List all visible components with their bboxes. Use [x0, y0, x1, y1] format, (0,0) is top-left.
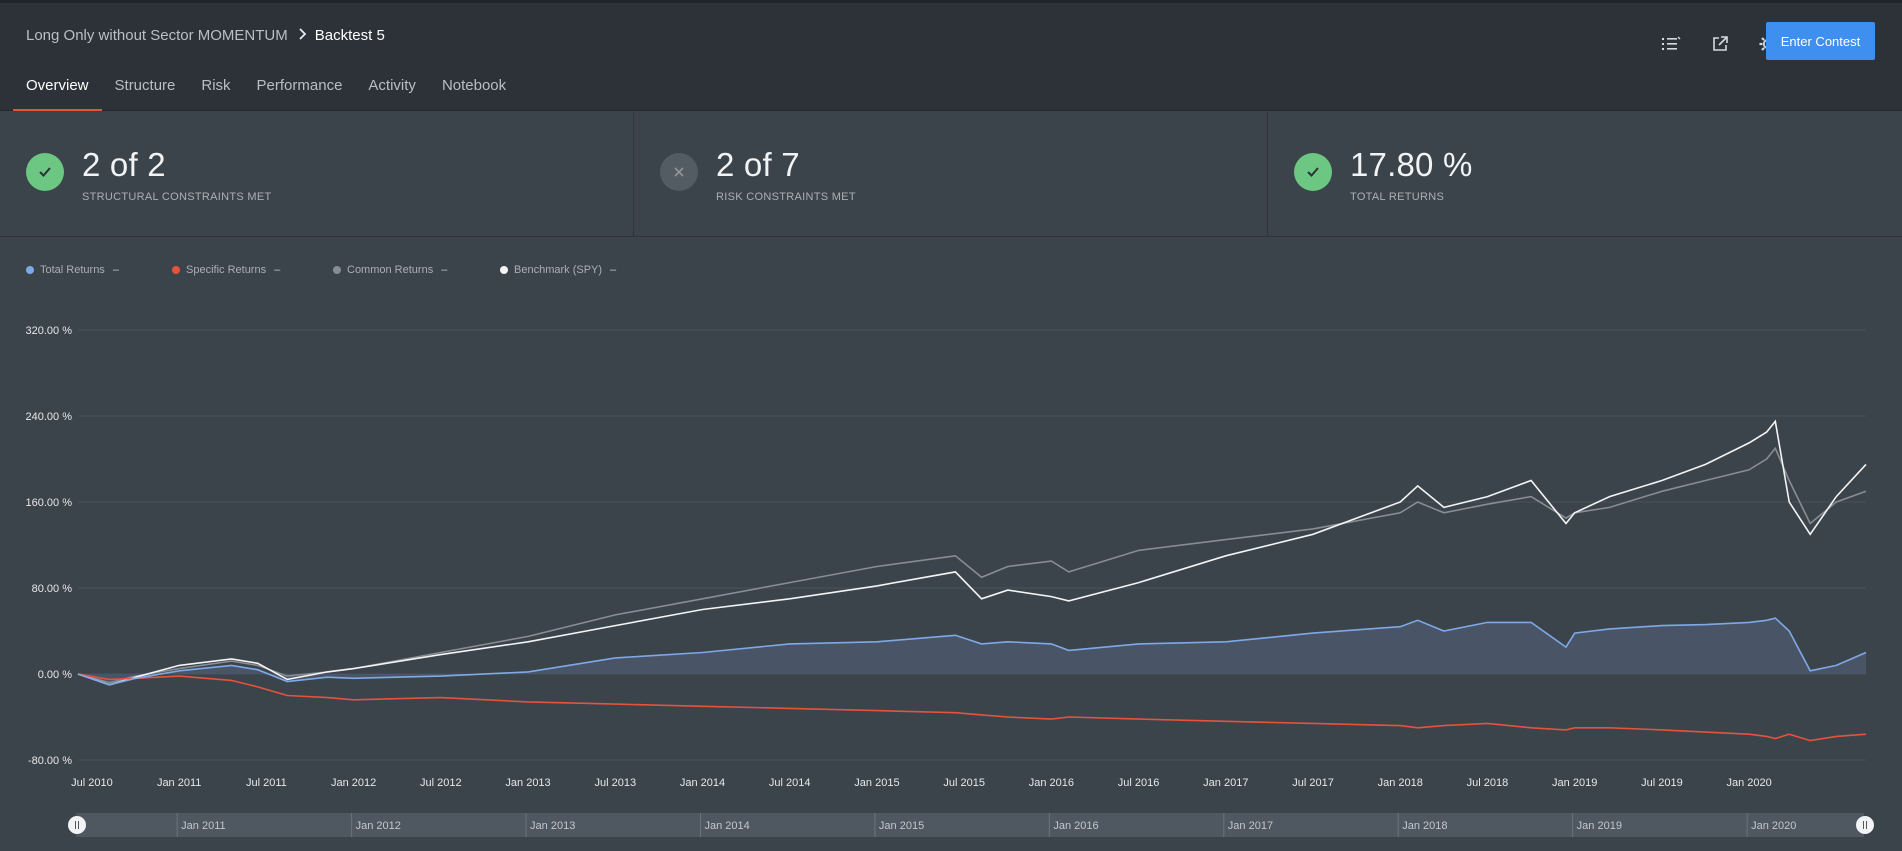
- navigator-right-handle[interactable]: [1856, 816, 1874, 834]
- tab-overview[interactable]: Overview: [13, 75, 102, 111]
- x-tick-label: Jul 2015: [943, 777, 985, 789]
- range-navigator[interactable]: Jan 2011 Jan 2012 Jan 2013 Jan 2014 Jan 2015…: [76, 813, 1864, 837]
- navigator-left-handle[interactable]: [68, 816, 86, 834]
- breadcrumb: Long Only without Sector MOMENTUM Backte…: [26, 27, 385, 44]
- legend-dot: [500, 266, 508, 274]
- x-icon: [660, 153, 698, 191]
- x-tick-label: Jan 2015: [854, 777, 899, 789]
- legend-label: Common Returns: [347, 264, 434, 276]
- navigator-label: Jan 2013: [530, 820, 575, 832]
- legend-item-benchmark[interactable]: Benchmark (SPY) –: [500, 264, 616, 276]
- navigator-label: Jan 2019: [1577, 820, 1622, 832]
- series-line-total-returns: [77, 617, 1867, 686]
- enter-contest-button[interactable]: Enter Contest: [1766, 22, 1875, 60]
- x-tick-label: Jul 2010: [71, 777, 113, 789]
- x-tick-label: Jul 2011: [246, 777, 287, 789]
- structural-constraints-card[interactable]: 2 of 2 STRUCTURAL CONSTRAINTS MET: [0, 112, 634, 237]
- navigator-label: Jan 2017: [1228, 820, 1273, 832]
- total-returns-area: [78, 618, 1866, 685]
- legend-item-common-returns[interactable]: Common Returns –: [333, 264, 500, 276]
- navigator-label: Jan 2012: [356, 820, 401, 832]
- x-tick-label: Jan 2013: [505, 777, 550, 789]
- navigator-label: Jan 2016: [1053, 820, 1098, 832]
- legend-label: Specific Returns: [186, 264, 267, 276]
- x-tick-label: Jul 2016: [1118, 777, 1160, 789]
- x-tick-label: Jul 2018: [1467, 777, 1509, 789]
- legend-value: –: [274, 264, 281, 276]
- x-tick-label: Jan 2011: [157, 777, 201, 789]
- legend-item-total-returns[interactable]: Total Returns –: [26, 264, 172, 276]
- total-returns-label: TOTAL RETURNS: [1350, 191, 1445, 203]
- navigator-label: Jan 2014: [704, 820, 749, 832]
- total-returns-value: 17.80 %: [1350, 146, 1473, 183]
- navigator-label: Jan 2015: [879, 820, 924, 832]
- y-tick-label: 240.00 %: [26, 411, 73, 423]
- legend-dot: [26, 266, 34, 274]
- legend-dot: [172, 266, 180, 274]
- list-icon[interactable]: [1648, 28, 1696, 60]
- series-line-benchmark-spy-: [77, 419, 1867, 686]
- series-line-specific-returns: [77, 673, 1867, 742]
- legend-item-specific-returns[interactable]: Specific Returns –: [172, 264, 333, 276]
- y-tick-label: -80.00 %: [28, 755, 72, 767]
- x-tick-label: Jan 2016: [1029, 777, 1074, 789]
- x-tick-label: Jul 2014: [769, 777, 811, 789]
- external-link-icon[interactable]: [1696, 28, 1744, 60]
- legend-value: –: [112, 264, 119, 276]
- summary-cards: 2 of 2 STRUCTURAL CONSTRAINTS MET 2 of 7…: [0, 112, 1902, 237]
- navigator-track: Jan 2011 Jan 2012 Jan 2013 Jan 2014 Jan 2015…: [176, 813, 1796, 837]
- risk-constraints-label: RISK CONSTRAINTS MET: [716, 191, 856, 203]
- y-tick-label: 160.00 %: [26, 497, 73, 509]
- x-tick-label: Jan 2019: [1552, 777, 1597, 789]
- structural-constraints-value: 2 of 2: [82, 146, 166, 183]
- check-icon: [26, 153, 64, 191]
- x-tick-label: Jul 2013: [594, 777, 636, 789]
- tab-notebook[interactable]: Notebook: [441, 77, 507, 94]
- x-tick-label: Jul 2017: [1292, 777, 1334, 789]
- y-tick-label: 320.00 %: [26, 325, 73, 337]
- structural-constraints-label: STRUCTURAL CONSTRAINTS MET: [82, 191, 272, 203]
- breadcrumb-current: Backtest 5: [314, 27, 385, 44]
- tab-bar: Overview Structure Risk Performance Acti…: [13, 75, 519, 111]
- x-tick-label: Jan 2012: [331, 777, 376, 789]
- y-tick-label: 80.00 %: [32, 583, 73, 595]
- legend-label: Total Returns: [40, 264, 105, 276]
- navigator-label: Jan 2018: [1402, 820, 1447, 832]
- chevron-right-icon: [298, 27, 307, 44]
- breadcrumb-parent-link[interactable]: Long Only without Sector MOMENTUM: [26, 27, 288, 44]
- x-tick-label: Jul 2012: [420, 777, 462, 789]
- tab-risk[interactable]: Risk: [201, 77, 231, 94]
- navigator-label: Jan 2020: [1751, 820, 1796, 832]
- check-icon: [1294, 153, 1332, 191]
- returns-chart[interactable]: -80.00 % 0.00 % 80.00 % 160.00 % 240.00 % 320…: [0, 300, 1902, 800]
- x-tick-label: Jan 2017: [1203, 777, 1248, 789]
- series-line-common-returns: [77, 446, 1867, 684]
- tab-performance[interactable]: Performance: [256, 77, 343, 94]
- x-tick-label: Jan 2014: [680, 777, 725, 789]
- tab-activity[interactable]: Activity: [368, 77, 416, 94]
- x-tick-label: Jan 2020: [1726, 777, 1771, 789]
- x-tick-label: Jan 2018: [1378, 777, 1423, 789]
- legend-value: –: [441, 264, 448, 276]
- navigator-label: Jan 2011: [181, 820, 225, 832]
- app-header: Long Only without Sector MOMENTUM Backte…: [0, 3, 1902, 111]
- legend-value: –: [610, 264, 617, 276]
- chart-legend: Total Returns – Specific Returns – Commo…: [26, 264, 616, 276]
- legend-dot: [333, 266, 341, 274]
- y-tick-label: 0.00 %: [38, 669, 72, 681]
- total-returns-card[interactable]: 17.80 % TOTAL RETURNS: [1268, 112, 1902, 237]
- legend-label: Benchmark (SPY): [514, 264, 603, 276]
- top-strip: [0, 0, 1902, 3]
- risk-constraints-value: 2 of 7: [716, 146, 800, 183]
- tab-structure[interactable]: Structure: [114, 77, 176, 94]
- x-tick-label: Jul 2019: [1641, 777, 1683, 789]
- risk-constraints-card[interactable]: 2 of 7 RISK CONSTRAINTS MET: [634, 112, 1268, 237]
